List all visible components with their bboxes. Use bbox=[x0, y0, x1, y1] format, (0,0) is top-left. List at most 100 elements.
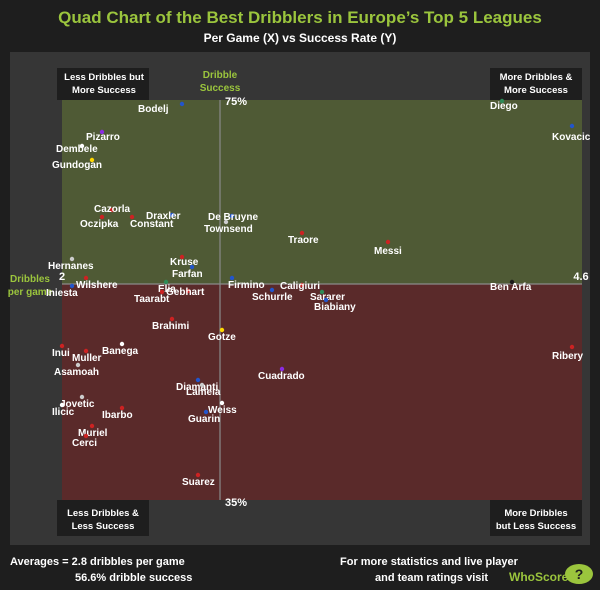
point-muriel[interactable] bbox=[89, 423, 95, 429]
svg-text:Less Dribbles &: Less Dribbles & bbox=[67, 508, 139, 519]
point-cerci[interactable] bbox=[83, 433, 89, 439]
y-max-label: 75% bbox=[225, 96, 247, 108]
point-label-kruse: Kruse bbox=[170, 257, 199, 268]
point-taarabt[interactable] bbox=[159, 289, 165, 295]
point-label-schurrle: Schurrle bbox=[252, 292, 293, 303]
point-biabiany[interactable] bbox=[323, 297, 329, 303]
point-label-de-bruyne: De Bruyne bbox=[208, 212, 258, 223]
point-label-cerci: Cerci bbox=[72, 438, 97, 449]
brand-name[interactable]: WhoScored bbox=[509, 570, 576, 584]
point-label-messi: Messi bbox=[374, 246, 402, 257]
point-schurrle[interactable] bbox=[269, 287, 275, 293]
point-label-draxler: Draxler bbox=[146, 211, 181, 222]
point-dembele[interactable] bbox=[79, 143, 85, 149]
point-label-kovacic: Kovacic bbox=[552, 132, 591, 143]
point-oczipka[interactable] bbox=[99, 214, 105, 220]
point-draxler[interactable] bbox=[169, 212, 175, 218]
point-gotze[interactable] bbox=[219, 327, 225, 333]
point-label-ribery: Ribery bbox=[552, 351, 584, 362]
point-label-ben-arfa: Ben Arfa bbox=[490, 282, 532, 293]
point-label-muller: Muller bbox=[72, 353, 102, 364]
point-weiss[interactable] bbox=[219, 400, 225, 406]
promo-line-1: For more statistics and live player bbox=[340, 556, 519, 568]
point-lamela[interactable] bbox=[199, 382, 205, 388]
point-caligiuri[interactable] bbox=[299, 282, 305, 288]
svg-text:Less Dribbles but: Less Dribbles but bbox=[64, 72, 145, 83]
svg-text:Success: Success bbox=[200, 83, 241, 94]
svg-text:More Success: More Success bbox=[72, 85, 136, 96]
point-label-townsend: Townsend bbox=[204, 224, 253, 235]
point-townsend[interactable] bbox=[223, 219, 229, 225]
point-ribery[interactable] bbox=[569, 344, 575, 350]
svg-text:but Less Success: but Less Success bbox=[496, 521, 576, 532]
point-ben-arfa[interactable] bbox=[509, 279, 515, 285]
point-cazorla[interactable] bbox=[109, 207, 115, 213]
x-axis-name: Dribbles per game bbox=[8, 274, 53, 298]
point-farfan[interactable] bbox=[189, 264, 195, 270]
point-iniesta[interactable] bbox=[69, 283, 75, 289]
point-brahimi[interactable] bbox=[169, 316, 175, 322]
point-constant[interactable] bbox=[129, 214, 135, 220]
quadrant-label-bottom-left: Less Dribbles & Less Success bbox=[57, 500, 149, 536]
point-label-pizarro: Pizarro bbox=[86, 132, 120, 143]
point-wilshere[interactable] bbox=[83, 275, 89, 281]
point-label-cuadrado: Cuadrado bbox=[258, 371, 305, 382]
y-axis-name: Dribble Success bbox=[200, 70, 241, 94]
point-ibarbo[interactable] bbox=[119, 405, 125, 411]
point-label-diamanti: Diamanti bbox=[176, 382, 218, 393]
svg-text:per game: per game bbox=[8, 287, 53, 298]
point-diamanti[interactable] bbox=[195, 377, 201, 383]
promo-line-2: and team ratings visit bbox=[375, 572, 488, 584]
point-inui[interactable] bbox=[59, 343, 65, 349]
x-min-label: 2 bbox=[59, 271, 65, 283]
point-elia[interactable] bbox=[163, 279, 169, 285]
point-label-dembele: Dembele bbox=[56, 144, 98, 155]
point-jovetic[interactable] bbox=[79, 394, 85, 400]
point-traore[interactable] bbox=[299, 230, 305, 236]
averages-line-1: Averages = 2.8 dribbles per game bbox=[10, 556, 185, 568]
point-cuadrado[interactable] bbox=[279, 366, 285, 372]
point-sararer[interactable] bbox=[319, 289, 325, 295]
point-banega[interactable] bbox=[119, 341, 125, 347]
svg-text:More Dribbles: More Dribbles bbox=[504, 508, 567, 519]
svg-text:More Success: More Success bbox=[504, 85, 568, 96]
point-muller[interactable] bbox=[83, 348, 89, 354]
point-label-asamoah: Asamoah bbox=[54, 367, 99, 378]
point-pizarro[interactable] bbox=[99, 129, 105, 135]
point-gundogan[interactable] bbox=[89, 157, 95, 163]
point-guarin[interactable] bbox=[203, 409, 209, 415]
point-label-constant: Constant bbox=[130, 219, 174, 230]
point-hernanes[interactable] bbox=[69, 256, 75, 262]
lower-band bbox=[62, 284, 582, 500]
point-bodelj[interactable] bbox=[179, 101, 185, 107]
point-suarez[interactable] bbox=[195, 472, 201, 478]
point-label-firmino: Firmino bbox=[228, 280, 265, 291]
point-label-suarez: Suarez bbox=[182, 477, 215, 488]
point-diego[interactable] bbox=[499, 98, 505, 104]
point-de-bruyne[interactable] bbox=[229, 213, 235, 219]
point-kruse[interactable] bbox=[179, 254, 185, 260]
point-label-inui: Inui bbox=[52, 348, 70, 359]
quadrant-label-bottom-right: More Dribbles but Less Success bbox=[490, 500, 582, 536]
point-kovacic[interactable] bbox=[569, 123, 575, 129]
svg-text:Dribble: Dribble bbox=[203, 70, 238, 81]
point-firmino[interactable] bbox=[229, 275, 235, 281]
point-label-ibarbo: Ibarbo bbox=[102, 410, 133, 421]
point-gebhart[interactable] bbox=[185, 288, 191, 294]
point-asamoah[interactable] bbox=[75, 362, 81, 368]
point-label-sararer: Sararer bbox=[310, 292, 345, 303]
svg-text:Dribbles: Dribbles bbox=[10, 274, 50, 285]
point-label-ilicic: Ilicic bbox=[52, 407, 75, 418]
averages-line-2: 56.6% dribble success bbox=[75, 572, 192, 584]
point-label-guarin: Guarin bbox=[188, 414, 220, 425]
point-label-jovetic: Jovetic bbox=[60, 399, 95, 410]
point-ilicic[interactable] bbox=[59, 402, 65, 408]
point-label-gebhart: Gebhart bbox=[166, 287, 205, 298]
y-min-label: 35% bbox=[225, 497, 247, 509]
point-messi[interactable] bbox=[385, 239, 391, 245]
point-label-hernanes: Hernanes bbox=[48, 261, 94, 272]
point-label-oczipka: Oczipka bbox=[80, 219, 119, 230]
